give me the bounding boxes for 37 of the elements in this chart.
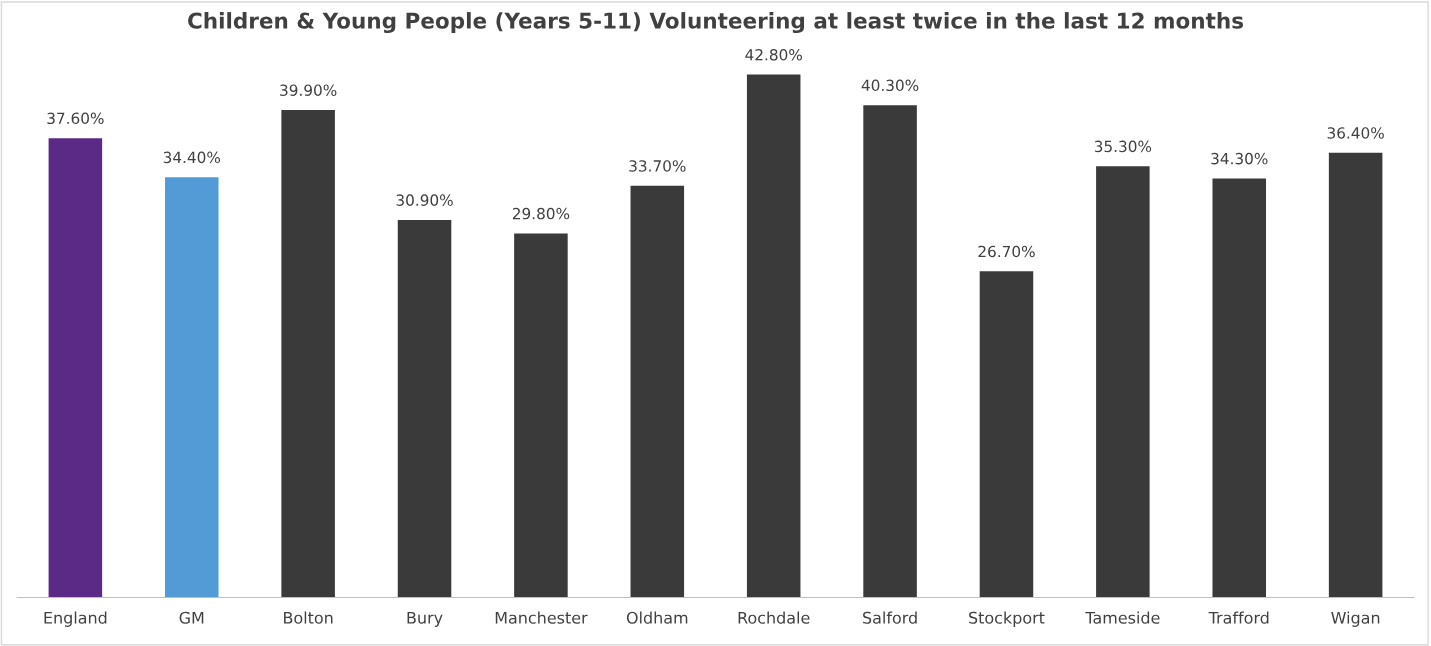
bar [281, 110, 335, 598]
x-tick-label: Rochdale [738, 611, 810, 624]
bar [48, 138, 103, 598]
x-tick-label: Bolton [284, 611, 333, 624]
x-tick-label: Oldham [626, 611, 688, 624]
bar [514, 233, 568, 598]
x-tick-label: Stockport [969, 611, 1045, 627]
bar [979, 271, 1034, 598]
data-label: 36.40% [1327, 127, 1384, 139]
bar [397, 220, 452, 598]
bar [863, 105, 917, 598]
x-tick-label: Tameside [1085, 611, 1160, 624]
x-tick-label: Manchester [495, 611, 588, 624]
data-label: 33.70% [629, 160, 686, 172]
data-label: 30.90% [396, 194, 453, 206]
data-label: 39.90% [280, 84, 337, 96]
bar [1328, 152, 1383, 598]
data-label: 29.80% [512, 207, 570, 220]
data-label: 34.30% [1211, 152, 1268, 165]
data-label: 34.40% [163, 151, 221, 164]
x-tick-label: Salford [863, 611, 917, 624]
chart-title: Children & Young People (Years 5-11) Volunteering at least twice in the last 12 months [188, 12, 1244, 34]
bar [1212, 178, 1267, 598]
x-tick-label: Bury [407, 611, 443, 627]
x-tick-label: England [44, 611, 107, 627]
x-tick-label: GM [179, 611, 204, 624]
data-label: 37.60% [47, 112, 104, 125]
data-label: 42.80% [745, 48, 802, 61]
data-label: 26.70% [978, 245, 1035, 258]
x-tick-label: Trafford [1208, 611, 1269, 624]
data-label: 35.30% [1094, 140, 1152, 153]
x-tick-label: Wigan [1331, 611, 1380, 627]
bar [746, 74, 801, 598]
bar [630, 185, 685, 598]
bar [164, 177, 219, 598]
data-label: 40.30% [861, 79, 919, 92]
bar [1096, 166, 1150, 598]
